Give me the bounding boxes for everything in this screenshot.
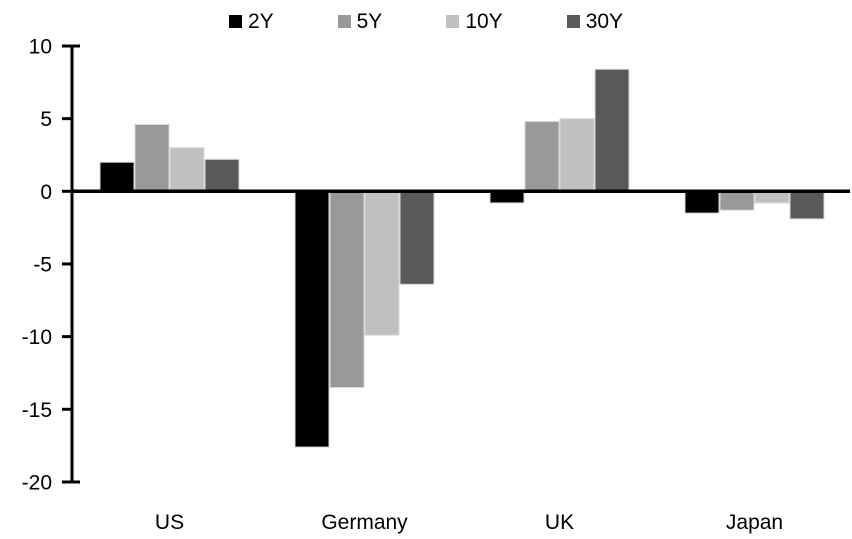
x-category-label: US [155, 511, 184, 534]
y-tick-label: -20 [22, 471, 52, 494]
bar-germany-10y [364, 190, 400, 336]
legend-swatch-icon [566, 15, 580, 28]
bar-us-30y [204, 158, 240, 192]
x-category-label: Germany [321, 511, 408, 534]
legend-swatch-icon [446, 15, 460, 28]
y-tick-label: -5 [33, 253, 52, 276]
bar-japan-5y [719, 190, 755, 211]
bar-uk-10y [559, 118, 595, 192]
bar-germany-30y [399, 190, 435, 285]
legend-item-10y: 10Y [446, 10, 503, 33]
chart-legend: 2Y 5Y 10Y 30Y [0, 11, 852, 32]
legend-item-5y: 5Y [337, 10, 383, 33]
x-category-label: Japan [726, 511, 783, 534]
bar-uk-30y [594, 68, 630, 192]
y-tick-label: 0 [40, 181, 52, 204]
legend-item-2y: 2Y [228, 10, 274, 33]
legend-label: 5Y [356, 10, 383, 33]
y-tick-label: 10 [29, 35, 52, 58]
bar-germany-5y [329, 190, 365, 388]
legend-item-30y: 30Y [566, 10, 624, 33]
y-tick-label: 5 [40, 108, 52, 131]
bar-germany-2y [294, 190, 330, 448]
bar-us-2y [99, 161, 135, 192]
legend-swatch-icon [337, 15, 351, 28]
legend-swatch-icon [228, 15, 242, 28]
legend-label: 30Y [585, 10, 624, 33]
legend-label: 10Y [465, 10, 503, 33]
bar-japan-30y [789, 190, 825, 220]
bar-us-5y [134, 123, 170, 192]
bar-us-10y [169, 147, 205, 192]
y-tick-label: -15 [22, 399, 52, 422]
x-category-label: UK [545, 511, 574, 534]
bar-uk-5y [524, 121, 560, 192]
y-tick-label: -10 [22, 326, 52, 349]
bar-japan-2y [684, 190, 720, 214]
legend-label: 2Y [247, 10, 274, 33]
